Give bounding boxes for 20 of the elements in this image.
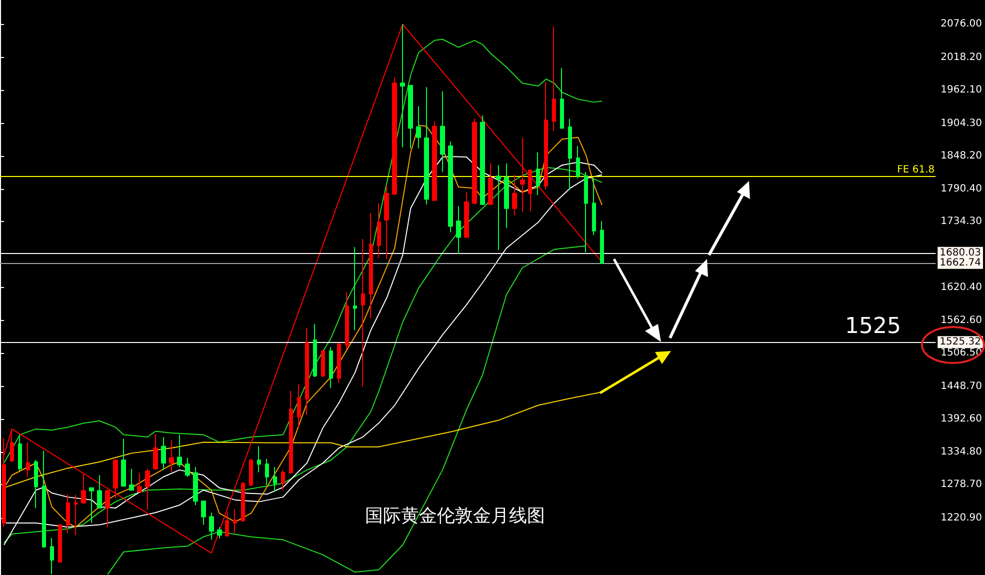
ref-line-label: FE 61.8: [897, 164, 935, 176]
text: 国际黄金伦敦金月线图: [365, 506, 545, 526]
y-tick-label: 1790.40: [940, 184, 982, 195]
y-tick-label: 1962.10: [940, 84, 982, 96]
y-tick-label: 1392.60: [940, 413, 982, 424]
y-tick-label: 1904.30: [940, 118, 982, 129]
y-tick-label: 2076.00: [940, 18, 982, 30]
y-tick-label: 2018.20: [940, 52, 982, 64]
y-tick-label: 1848.20: [940, 150, 982, 162]
ref-line-label: 1680.03: [940, 247, 982, 258]
y-tick-label: 1562.60: [940, 315, 982, 326]
y-tick-label: 1278.70: [940, 479, 982, 490]
annotation: 1525: [845, 314, 901, 339]
ref-line-label: 1662.74: [940, 257, 982, 268]
y-tick-label: 1220.90: [940, 512, 982, 524]
y-tick-label: 1334.80: [940, 446, 982, 458]
y-tick-label: 1620.40: [940, 282, 982, 293]
ref-line-label: 1525.32: [940, 336, 982, 348]
y-tick-label: 1448.70: [940, 380, 982, 392]
y-tick-label: 1734.30: [940, 216, 982, 228]
